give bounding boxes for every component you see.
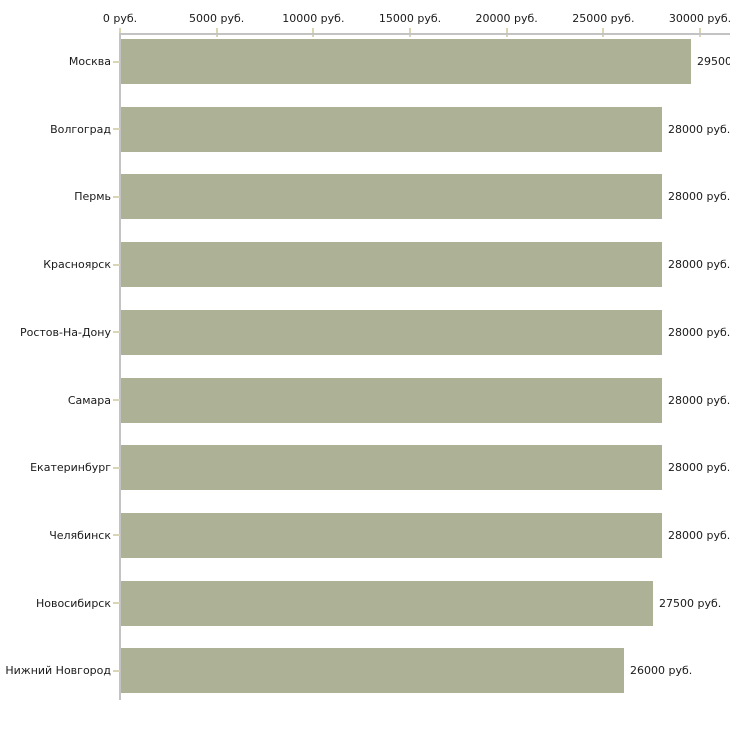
- value-label: 27500 руб.: [659, 596, 722, 610]
- category-label: Волгоград: [50, 122, 111, 136]
- value-label: 28000 руб.: [668, 258, 730, 272]
- category-label: Самара: [67, 393, 111, 407]
- category-label: Москва: [68, 55, 111, 68]
- category-tick-mark: [113, 466, 120, 469]
- value-label: 28000 руб.: [668, 190, 730, 204]
- category-tick-mark: [113, 263, 120, 266]
- category-label: Челябинск: [49, 528, 111, 542]
- x-axis-tick-label: 0 руб.: [102, 12, 138, 25]
- x-axis-tick-label: 25000 руб.: [572, 12, 635, 25]
- value-label: 28000 руб.: [668, 122, 730, 136]
- x-axis-tick-label: 15000 руб.: [378, 12, 442, 25]
- x-axis-tick-mark: [119, 28, 121, 37]
- category-label: Екатеринбург: [30, 461, 111, 475]
- category-tick-mark: [113, 195, 120, 198]
- x-axis-tick-label: 30000 руб.: [668, 12, 730, 25]
- category-label: Ростов-На-Дону: [19, 325, 111, 339]
- category-label: Пермь: [74, 190, 111, 204]
- bar-4: [121, 242, 662, 288]
- category-tick-mark: [113, 669, 120, 672]
- value-label: 28000 руб.: [668, 528, 730, 542]
- bar-10: [121, 648, 624, 694]
- value-label: 28000 руб.: [668, 325, 730, 339]
- bar-9: [121, 580, 653, 626]
- category-tick-mark: [113, 399, 120, 401]
- x-axis-tick-label: 10000 руб.: [282, 12, 345, 25]
- x-axis-tick-mark: [312, 28, 315, 37]
- x-axis-tick-mark: [699, 28, 701, 37]
- category-tick-mark: [113, 128, 120, 131]
- category-tick-mark: [113, 602, 120, 605]
- bar-1: [121, 39, 691, 84]
- x-axis-tick-mark: [409, 28, 411, 37]
- category-label: Красноярск: [43, 258, 111, 272]
- value-label: 26000 руб.: [630, 664, 693, 678]
- y-axis-line: [119, 33, 121, 700]
- x-axis-tick-mark: [505, 28, 508, 37]
- bar-5: [121, 309, 662, 355]
- category-tick-mark: [113, 331, 120, 334]
- value-label: 28000 руб.: [668, 393, 730, 407]
- bar-8: [121, 512, 662, 558]
- category-label: Нижний Новгород: [5, 664, 111, 678]
- category-tick-mark: [113, 60, 120, 63]
- x-axis-tick-label: 5000 руб.: [189, 12, 245, 25]
- x-axis-tick-mark: [215, 28, 218, 37]
- category-tick-mark: [113, 534, 120, 537]
- x-axis-tick-mark: [602, 28, 605, 37]
- x-axis-tick-label: 20000 руб.: [475, 12, 538, 25]
- bar-6: [121, 377, 662, 423]
- bar-3: [121, 174, 662, 220]
- bar-7: [121, 445, 662, 491]
- x-axis-line: [120, 33, 730, 35]
- category-label: Новосибирск: [35, 596, 111, 610]
- bar-2: [121, 106, 662, 152]
- value-label: 29500: [697, 55, 730, 68]
- value-label: 28000 руб.: [668, 461, 730, 475]
